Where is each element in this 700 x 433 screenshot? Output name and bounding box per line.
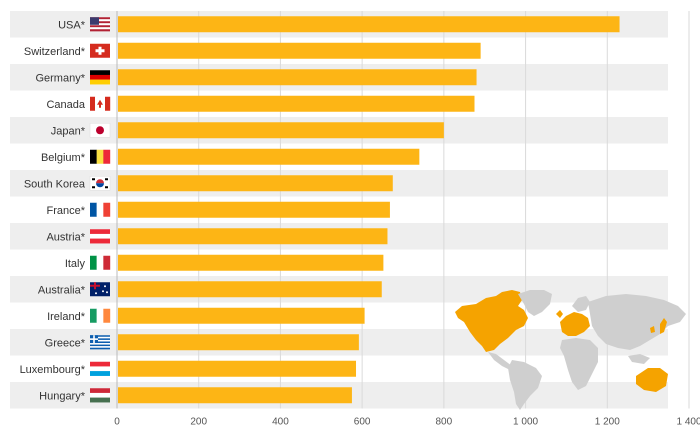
category-label: Hungary* — [39, 390, 86, 402]
category-label: Austria* — [46, 231, 85, 243]
category-label: Switzerland* — [24, 46, 86, 58]
canadian-flag-icon — [90, 96, 111, 111]
x-axis-tick-labels: 0 200 400 600 800 1 000 1 200 1 400 — [114, 417, 700, 428]
bar — [118, 148, 420, 165]
category-label: Luxembourg* — [20, 364, 86, 376]
south-korean-flag-icon — [89, 176, 111, 191]
category-labels: USA* Switzerland* Germany* Canada Japan* Belg… — [20, 19, 86, 402]
category-label: Japan* — [51, 125, 86, 137]
french-flag-icon — [90, 202, 111, 217]
x-tick-label: 0 — [114, 417, 120, 428]
x-tick-label: 200 — [190, 417, 207, 428]
x-tick-label: 600 — [354, 417, 371, 428]
bar — [118, 69, 477, 86]
x-tick-label: 1 400 — [676, 417, 700, 428]
bar — [118, 16, 620, 33]
category-label: Belgium* — [41, 152, 86, 164]
bar — [118, 281, 382, 298]
bar — [118, 228, 388, 245]
luxembourg-flag-icon — [90, 361, 110, 376]
irish-flag-icon — [90, 308, 111, 323]
x-tick-label: 400 — [272, 417, 289, 428]
flag-icons — [89, 17, 111, 403]
bar — [118, 254, 384, 271]
bar — [118, 42, 481, 59]
bar — [118, 122, 444, 139]
x-tick-label: 800 — [436, 417, 453, 428]
bar — [118, 387, 352, 404]
japanese-flag-icon — [89, 123, 111, 138]
world-map-icon — [455, 290, 686, 410]
belgian-flag-icon — [90, 149, 111, 164]
bar — [118, 201, 390, 218]
x-tick-label: 1 000 — [513, 417, 538, 428]
category-label: France* — [46, 205, 85, 217]
bar — [118, 175, 393, 192]
category-label: Canada — [46, 99, 85, 111]
category-label: Greece* — [45, 337, 86, 349]
hungarian-flag-icon — [90, 388, 110, 403]
australian-flag-icon — [90, 282, 110, 297]
bar — [118, 334, 359, 351]
italian-flag-icon — [90, 255, 111, 270]
category-label: Germany* — [35, 72, 85, 84]
swiss-flag-icon — [90, 43, 110, 58]
bar — [118, 95, 475, 112]
bar — [118, 360, 357, 377]
us-flag-icon — [90, 17, 110, 32]
german-flag-icon — [90, 70, 110, 85]
x-tick-label: 1 200 — [595, 417, 620, 428]
category-label: Italy — [65, 258, 86, 270]
bars — [118, 16, 620, 404]
austrian-flag-icon — [90, 229, 110, 244]
category-label: USA* — [58, 19, 86, 31]
category-label: South Korea — [24, 178, 86, 190]
greek-flag-icon — [90, 335, 110, 350]
bar — [118, 307, 365, 324]
category-label: Ireland* — [47, 311, 86, 323]
category-label: Australia* — [38, 284, 86, 296]
